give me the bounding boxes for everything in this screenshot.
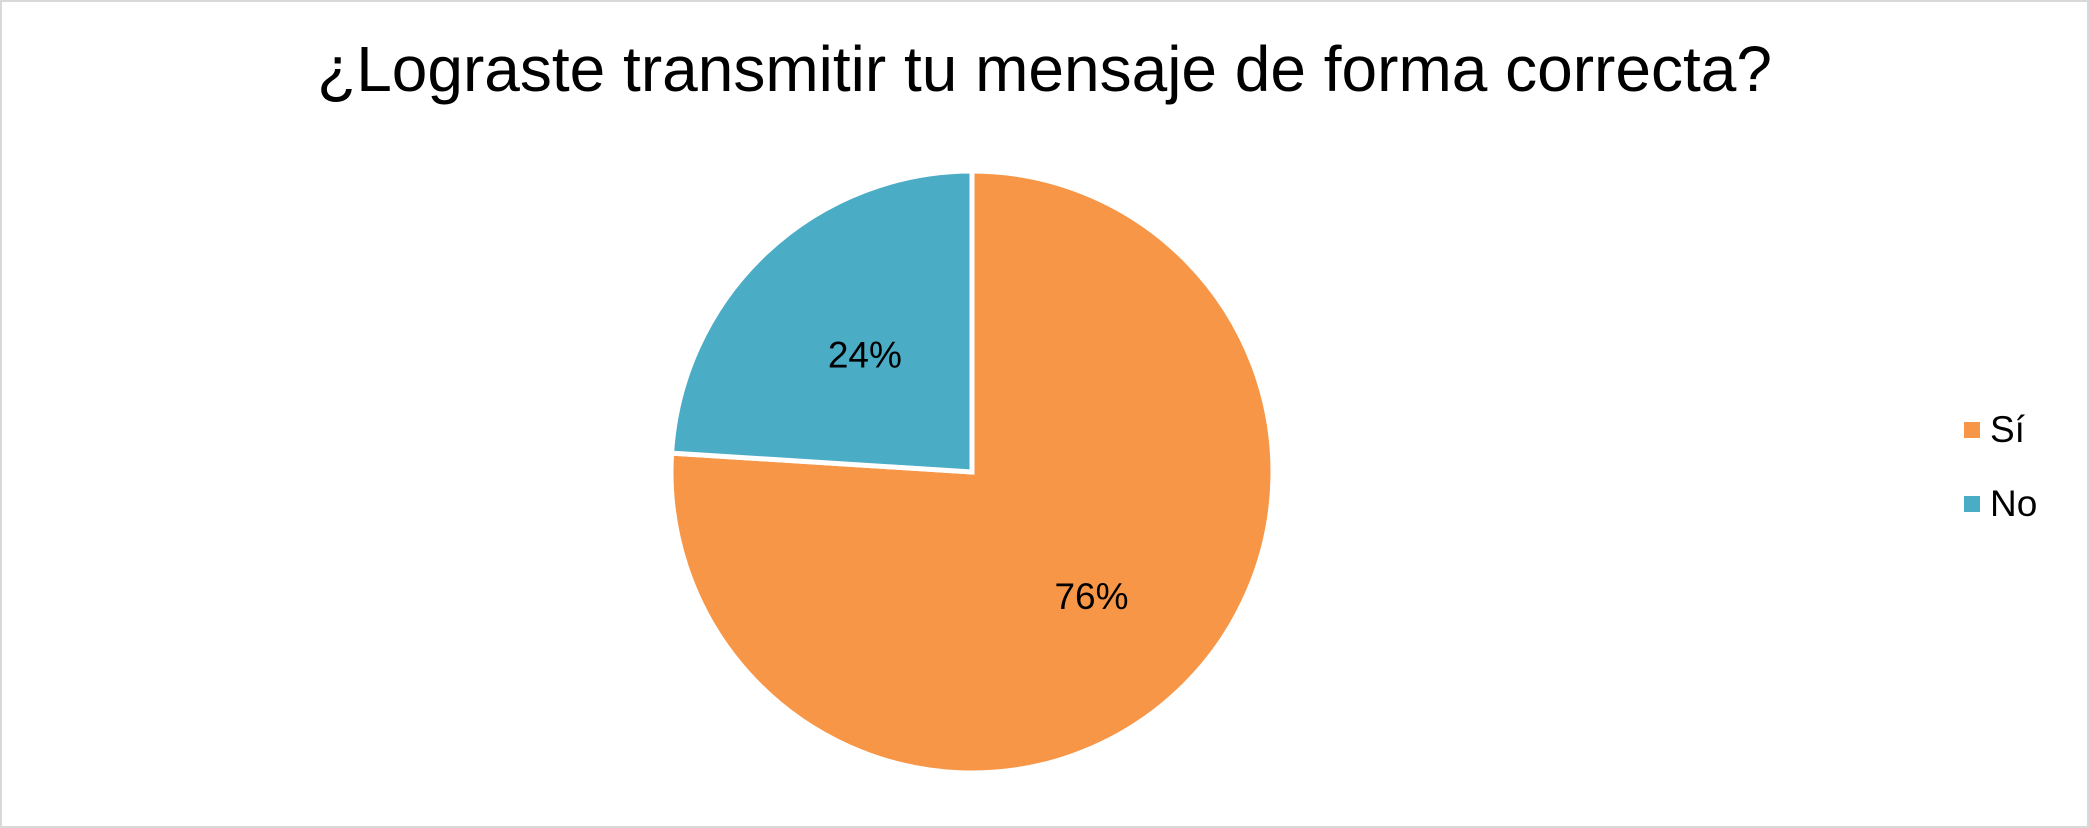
data-label-no: 24% — [828, 335, 902, 376]
legend-item-si[interactable]: Sí — [1964, 410, 2037, 450]
data-label-si: 76% — [1054, 576, 1128, 617]
legend-label-no: No — [1990, 483, 2037, 525]
legend-label-si: Sí — [1990, 409, 2025, 451]
pie-slice-no[interactable] — [672, 171, 972, 472]
legend-swatch-si — [1964, 422, 1980, 438]
legend: Sí No — [1964, 410, 2037, 558]
legend-swatch-no — [1964, 496, 1980, 512]
legend-item-no[interactable]: No — [1964, 484, 2037, 524]
